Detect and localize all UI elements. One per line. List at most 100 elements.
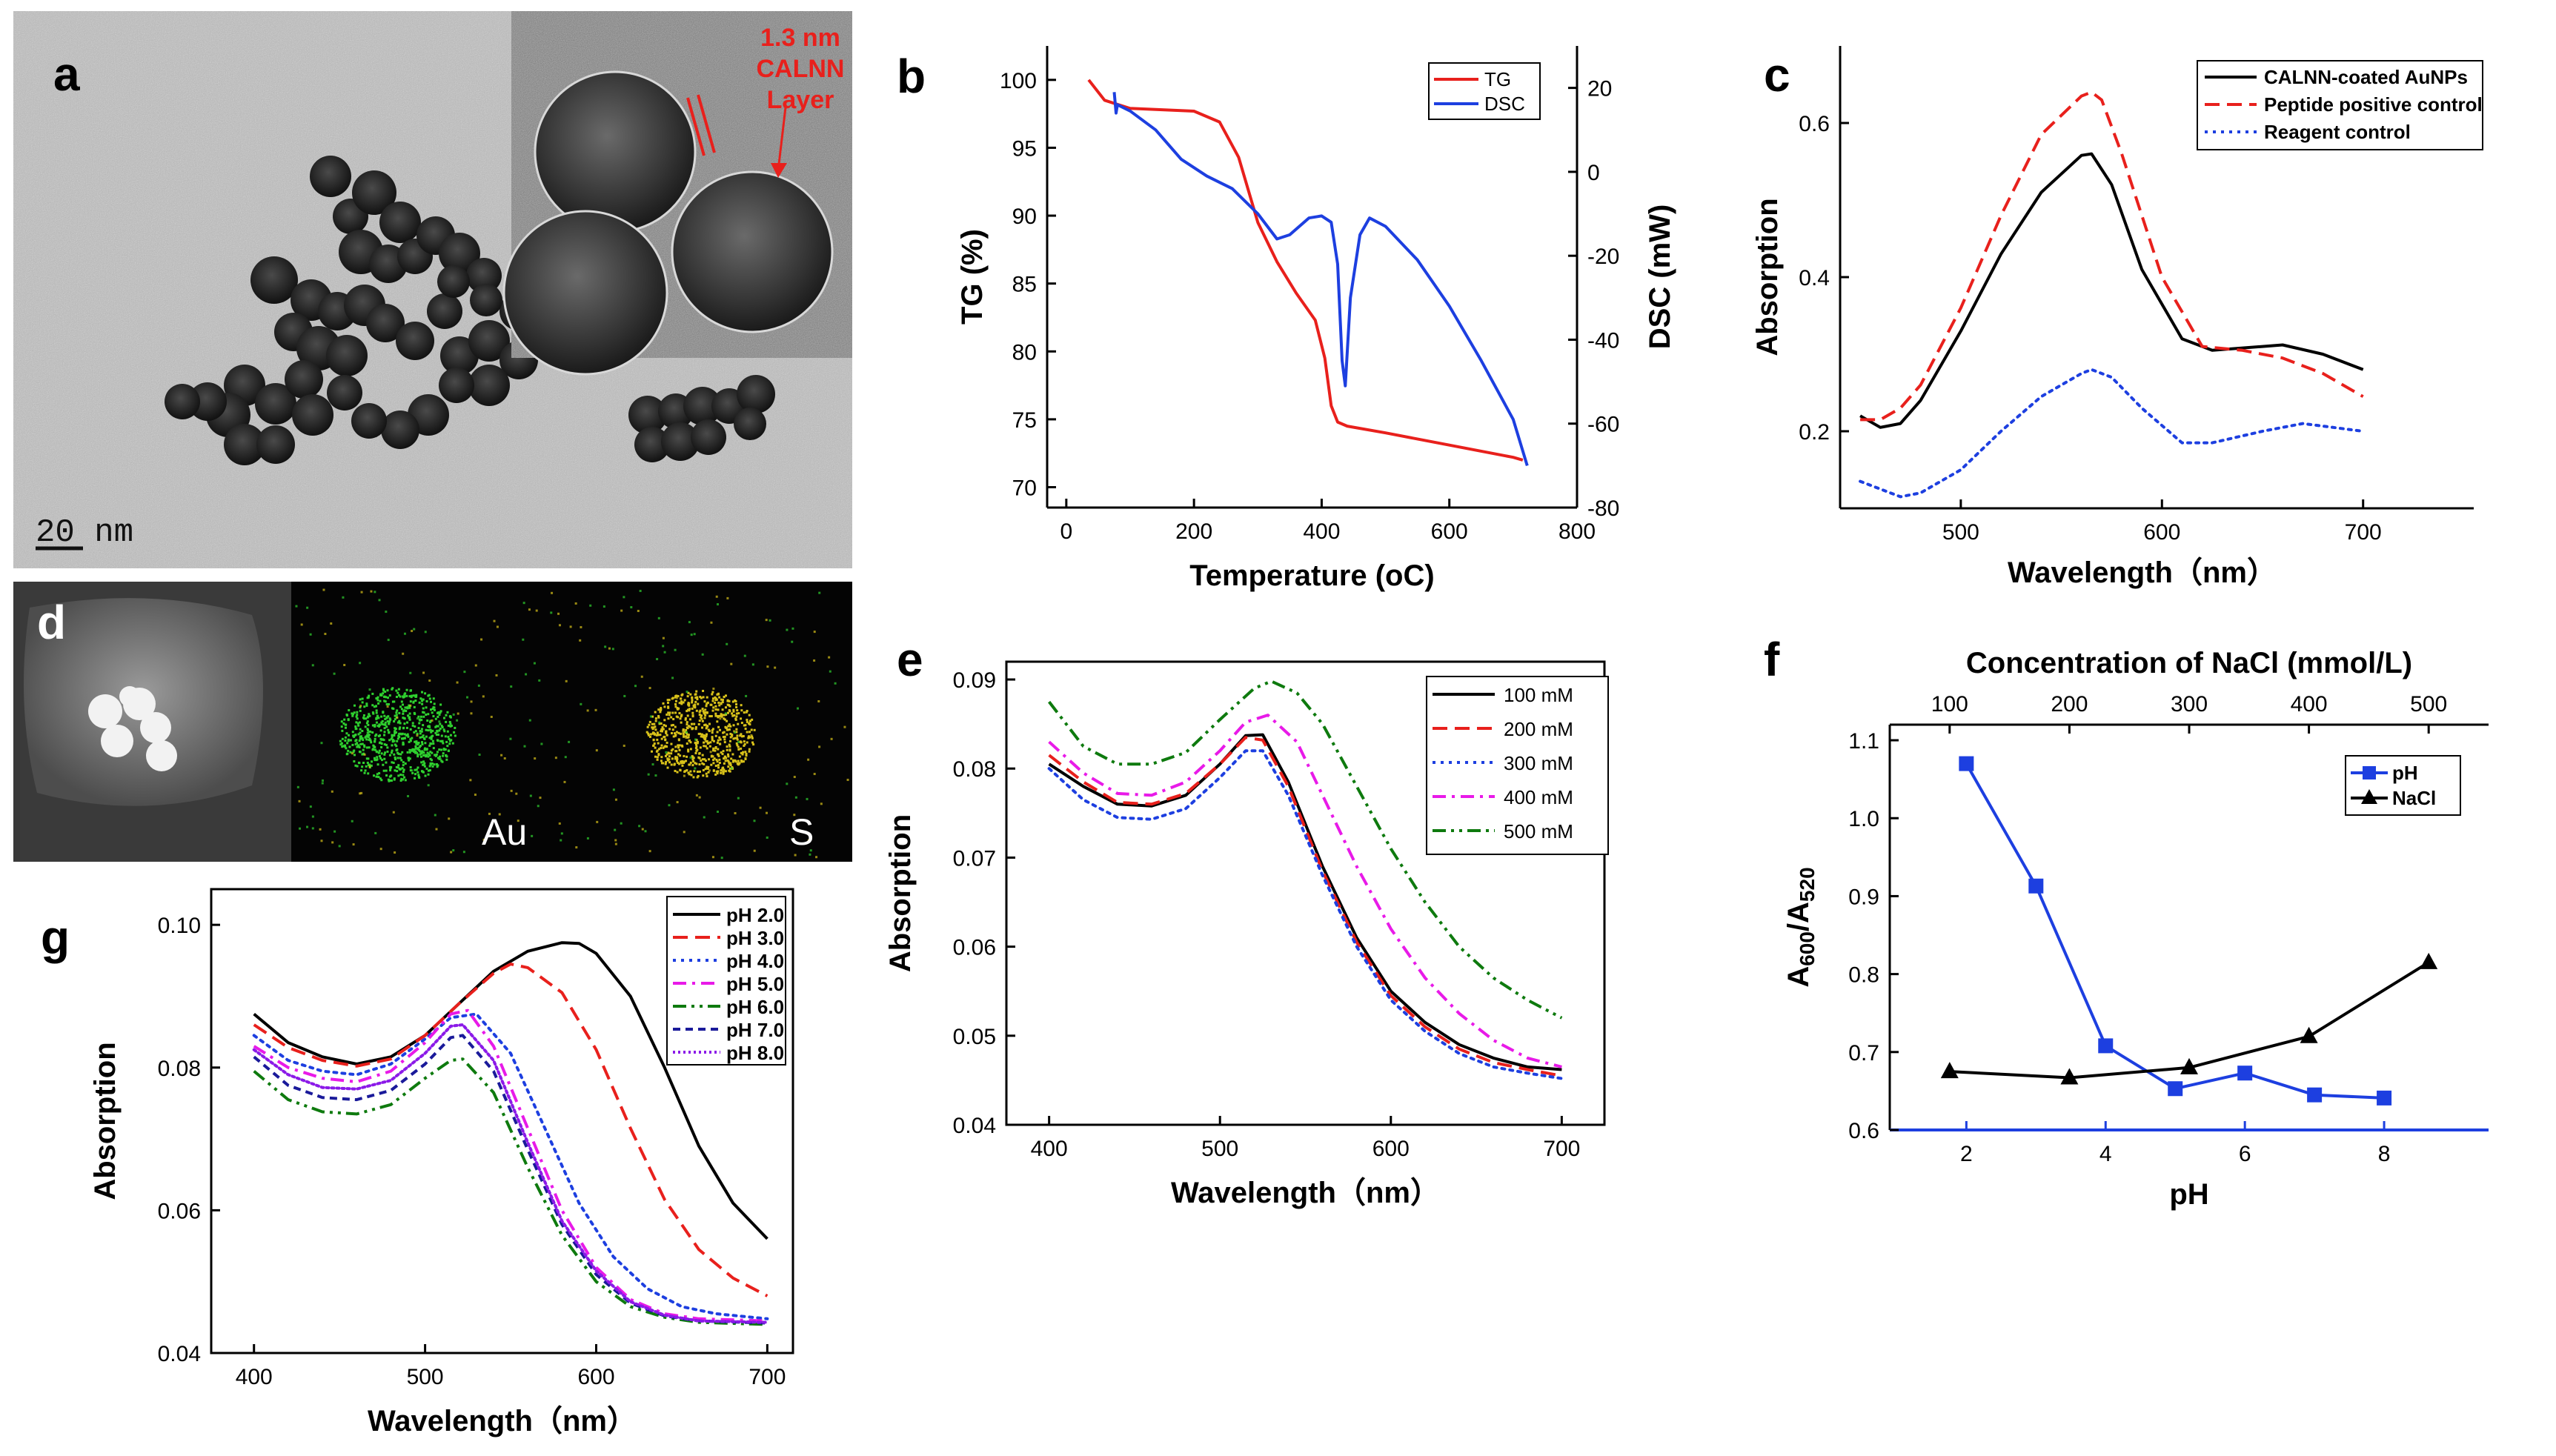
s-dot: [694, 762, 697, 765]
noise-dot: [701, 653, 704, 656]
au-dot: [362, 717, 365, 719]
s-dot: [646, 725, 649, 728]
x-tick-label: 700: [748, 1365, 786, 1389]
au-dot: [394, 718, 396, 721]
noise-dot: [296, 785, 299, 788]
legend-label: TG: [1484, 68, 1511, 90]
noise-dot: [634, 685, 637, 688]
au-dot: [394, 731, 397, 734]
s-dot: [703, 712, 706, 715]
y-tick-label: 0.04: [158, 1342, 201, 1366]
au-dot: [377, 717, 380, 719]
noise-dot: [420, 698, 423, 701]
y-tick-label: 70: [1012, 476, 1037, 501]
noise-dot: [534, 757, 537, 760]
au-dot: [440, 734, 443, 737]
noise-dot: [370, 590, 373, 593]
au-dot: [383, 731, 386, 734]
au-dot: [402, 712, 405, 715]
noise-dot: [385, 611, 388, 614]
au-dot: [380, 742, 383, 745]
s-dot: [653, 742, 656, 745]
au-dot: [402, 743, 405, 746]
noise-dot: [300, 623, 303, 626]
au-dot: [347, 738, 350, 741]
au-dot: [385, 696, 388, 699]
au-dot: [375, 775, 378, 778]
au-dot: [358, 762, 361, 765]
au-dot: [376, 773, 379, 776]
au-dot: [344, 723, 347, 726]
s-dot: [722, 772, 725, 775]
noise-dot: [311, 827, 314, 830]
x-tick-label: 700: [2345, 520, 2382, 545]
noise-dot: [522, 638, 525, 641]
s-dot: [713, 757, 716, 760]
s-dot: [674, 711, 677, 714]
noise-dot: [510, 789, 513, 792]
s-dot: [706, 701, 709, 704]
noise-dot: [411, 630, 414, 633]
s-dot: [664, 725, 667, 728]
au-dot: [425, 714, 428, 717]
au-dot: [354, 742, 357, 745]
s-dot: [723, 731, 726, 734]
s-dot: [723, 735, 726, 738]
s-dot: [705, 711, 708, 714]
s-dot: [711, 709, 714, 712]
au-dot: [420, 761, 423, 764]
au-dot: [405, 694, 408, 697]
au-dot: [344, 726, 347, 729]
au-dot: [396, 770, 399, 773]
au-dot: [404, 779, 407, 782]
s-dot: [706, 775, 708, 778]
au-dot: [416, 771, 419, 774]
au-dot: [376, 699, 379, 702]
s-dot: [663, 719, 666, 722]
noise-dot: [490, 715, 493, 718]
s-dot: [744, 724, 747, 727]
au-dot: [435, 753, 438, 756]
au-dot: [377, 735, 380, 738]
s-dot: [718, 736, 721, 739]
s-dot: [718, 742, 721, 745]
au-dot: [414, 740, 416, 743]
noise-dot: [469, 779, 472, 782]
s-dot: [685, 735, 688, 738]
au-dot: [439, 710, 442, 713]
s-dot: [715, 758, 718, 761]
noise-dot: [538, 679, 541, 682]
noise-dot: [726, 596, 729, 599]
noise-dot: [477, 684, 480, 687]
au-dot: [426, 719, 429, 722]
au-dot: [380, 759, 383, 762]
s-dot: [710, 715, 713, 718]
s-dot: [710, 754, 713, 757]
s-dot: [706, 702, 708, 705]
s-dot: [674, 705, 677, 708]
au-dot: [419, 745, 422, 748]
s-dot: [708, 715, 711, 718]
s-dot: [686, 723, 688, 726]
s-dot: [657, 715, 660, 718]
s-dot: [687, 725, 690, 728]
au-dot: [363, 771, 366, 774]
noise-dot: [342, 596, 345, 599]
au-dot: [414, 699, 417, 702]
s-dot: [728, 739, 731, 742]
y-tick-label: 0.04: [953, 1114, 996, 1138]
noise-dot: [333, 672, 336, 675]
s-dot: [700, 735, 703, 738]
s-dot: [727, 765, 730, 768]
noise-dot: [660, 728, 663, 731]
s-dot: [695, 690, 698, 693]
au-dot: [378, 772, 381, 775]
s-dot: [733, 714, 736, 717]
au-dot: [435, 725, 438, 728]
s-dot: [660, 747, 663, 750]
s-dot: [751, 718, 754, 721]
au-dot: [412, 694, 415, 697]
au-dot: [368, 714, 371, 717]
